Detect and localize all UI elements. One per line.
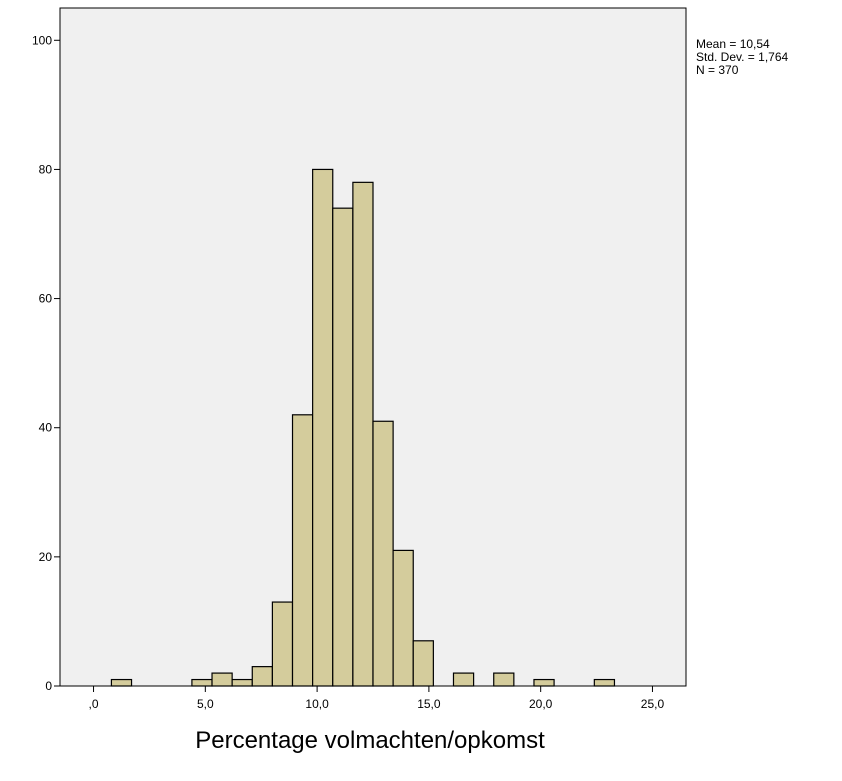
histogram-bar <box>312 168 334 687</box>
histogram-bar <box>231 678 253 687</box>
y-tick-label: 60 <box>39 292 53 306</box>
histogram-bar <box>533 678 555 687</box>
stats-line: N = 370 <box>696 63 739 77</box>
y-tick-label: 0 <box>45 679 52 693</box>
y-tick-label: 100 <box>32 33 52 47</box>
histogram-bar <box>191 678 213 687</box>
x-tick-label: 25,0 <box>641 697 665 711</box>
x-tick-label: 20,0 <box>529 697 553 711</box>
histogram-bar <box>291 414 314 687</box>
histogram-bar <box>352 181 374 687</box>
histogram-bar <box>332 207 354 687</box>
histogram-bar <box>271 601 294 687</box>
bars-group <box>110 168 616 687</box>
y-axis: 0 20 40 60 80 100 <box>32 33 60 693</box>
histogram-bar <box>211 672 233 687</box>
histogram-bar <box>392 549 414 687</box>
histogram-bar <box>493 672 515 687</box>
x-tick-label: 10,0 <box>305 697 329 711</box>
stats-line: Mean = 10,54 <box>696 37 770 51</box>
histogram-bar <box>110 678 133 687</box>
x-tick-label: ,0 <box>89 697 99 711</box>
y-tick-label: 40 <box>39 421 53 435</box>
x-tick-label: 5,0 <box>197 697 214 711</box>
x-tick-label: 15,0 <box>417 697 441 711</box>
histogram-bar <box>452 672 475 687</box>
y-tick-label: 20 <box>39 550 53 564</box>
histogram-bar <box>372 420 394 687</box>
x-axis-title: Percentage volmachten/opkomst <box>195 727 545 754</box>
histogram-bar <box>593 678 616 687</box>
y-tick-label: 80 <box>39 162 53 176</box>
histogram-bar <box>251 666 273 687</box>
stats-line: Std. Dev. = 1,764 <box>696 50 788 64</box>
x-axis: ,0 5,0 10,0 15,0 20,0 25,0 <box>89 686 665 711</box>
histogram-bar <box>412 640 434 687</box>
